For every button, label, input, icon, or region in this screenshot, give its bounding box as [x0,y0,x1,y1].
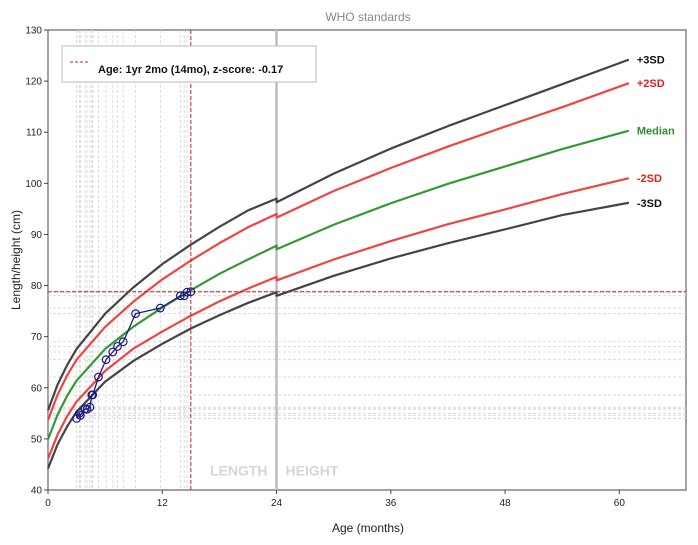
legend-text: Age: 1yr 2mo (14mo), z-score: -0.17 [98,64,283,76]
y-tick-label: 80 [31,281,43,292]
curve-labels: +3SD +2SD Median -2SD -3SD [637,55,675,210]
x-tick-label: 36 [385,498,397,509]
curve-minus2sd [46,177,630,460]
plot-area [47,29,687,491]
y-axis-label: Length/height (cm) [9,210,23,310]
legend: Age: 1yr 2mo (14mo), z-score: -0.17 [61,45,317,83]
y-tick-label: 110 [26,128,42,139]
y-tick-label: 50 [31,434,43,445]
measurement-point [131,309,141,319]
axis-ticks: 0 12 24 36 48 60 40 50 60 70 80 90 100 110 120 130 [25,26,625,510]
measurement-point [175,291,185,301]
measurement-point [182,287,192,297]
y-tick-label: 40 [31,486,43,497]
x-tick-label: 12 [157,498,169,509]
curve-plus3sd [46,58,630,411]
measurement-point [186,287,196,297]
curve-minus3sd [46,201,630,469]
measurement-point [75,410,85,420]
curve-label-minus3sd: -3SD [637,198,662,210]
x-tick-label: 48 [500,498,512,509]
curve-label-minus2sd: -2SD [637,173,662,185]
measurement-series [72,287,196,423]
measurement-point [94,372,103,382]
y-tick-label: 120 [25,77,42,88]
measurement-point [101,355,111,365]
phase-label-height: HEIGHT [286,463,339,479]
x-axis-label: Age (months) [332,521,404,535]
measurement-point [118,337,128,347]
y-tick-label: 130 [25,26,42,37]
y-tick-label: 60 [31,383,43,394]
curve-median [46,129,630,440]
measurement-point [85,402,95,412]
reference-curves [46,58,630,469]
measurement-point [113,341,122,351]
chart-title: WHO standards [325,10,410,24]
x-tick-label: 24 [271,498,283,509]
curve-plus2sd [46,82,630,421]
measurement-point [155,303,165,313]
x-tick-label: 0 [45,498,51,509]
x-tick-label: 60 [614,498,626,509]
measurement-point [108,347,118,357]
phase-label-length: LENGTH [210,463,268,479]
y-tick-label: 90 [31,230,43,241]
y-tick-label: 70 [31,332,43,343]
measurement-point [88,390,98,400]
y-tick-label: 100 [25,179,42,190]
curve-label-plus3sd: +3SD [637,55,665,67]
curve-label-median: Median [637,126,675,138]
curve-label-plus2sd: +2SD [637,78,665,90]
